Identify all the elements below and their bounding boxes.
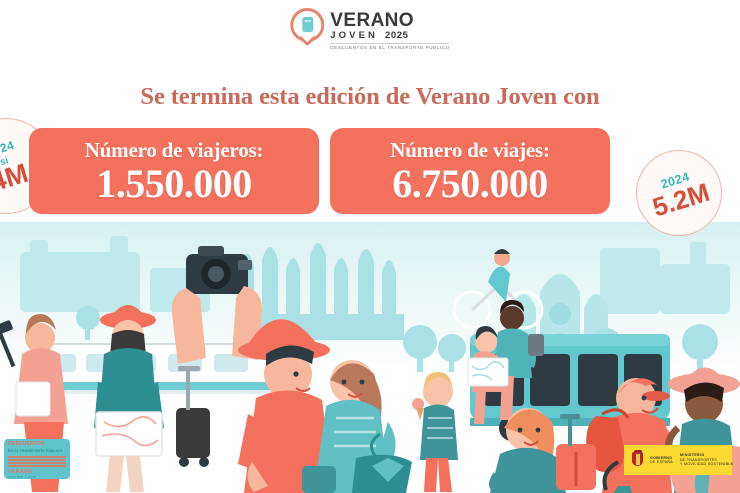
gov-ministry-line3: Y MOVILIDAD SOSTENIBLE [680, 462, 734, 467]
promo-title: DESCUENTOS [8, 441, 45, 447]
map-pin-card-icon [290, 8, 325, 52]
stat-card-viajes: Número de viajes: 6.750.000 [330, 128, 610, 214]
government-logo: GOBIERNO DE ESPAÑA MINISTERIO DE TRANSPO… [624, 445, 733, 475]
gov-entity: GOBIERNO DE ESPAÑA [650, 456, 673, 465]
badge-2024-right: 2024 5.2M [636, 150, 722, 236]
stat-value: 1.550.000 [96, 160, 252, 206]
badge-left-value: 4M [0, 157, 32, 197]
promo-subtitle: EN EL TRANSPORTE PÚBLICO [8, 448, 63, 453]
gov-ministry: MINISTERIO DE TRANSPORTES Y MOVILIDAD SO… [680, 453, 733, 466]
logo-year: 2025 [385, 29, 409, 41]
stat-card-viajeros: Número de viajeros: 1.550.000 [29, 128, 319, 214]
page-title: Se termina esta edición de Verano Joven … [140, 83, 600, 110]
gov-entity-line2: DE ESPAÑA [650, 459, 674, 464]
promo-brand-sub: JOVEN 2025 [8, 474, 37, 479]
logo-tagline: DESCUENTOS EN EL TRANSPORTE PÚBLICO [330, 43, 450, 51]
stat-label: Número de viajeros: [84, 137, 264, 162]
logo-subbrand: JOVEN [330, 29, 379, 41]
stat-label: Número de viajes: [390, 137, 550, 162]
travellers-illustration [0, 222, 740, 493]
promo-card: DESCUENTOS EN EL TRANSPORTE PÚBLICO VERA… [4, 439, 70, 479]
gov-ministry-line2: DE TRANSPORTES [680, 457, 718, 462]
stats-row: Número de viajeros: 1.550.000 Número de … [0, 128, 740, 214]
gov-entity-line1: GOBIERNO [650, 455, 673, 460]
promo-brand: VERANO [8, 468, 33, 475]
gov-ministry-line1: MINISTERIO [680, 453, 705, 458]
stat-value: 6.750.000 [392, 160, 548, 206]
spain-coat-of-arms-icon [630, 450, 645, 470]
promo-decor-lines [8, 456, 66, 467]
logo-brand: VERANO [330, 9, 414, 31]
verano-joven-logo: VERANO JOVEN 2025 DESCUENTOS EN EL TRANS… [290, 8, 450, 52]
